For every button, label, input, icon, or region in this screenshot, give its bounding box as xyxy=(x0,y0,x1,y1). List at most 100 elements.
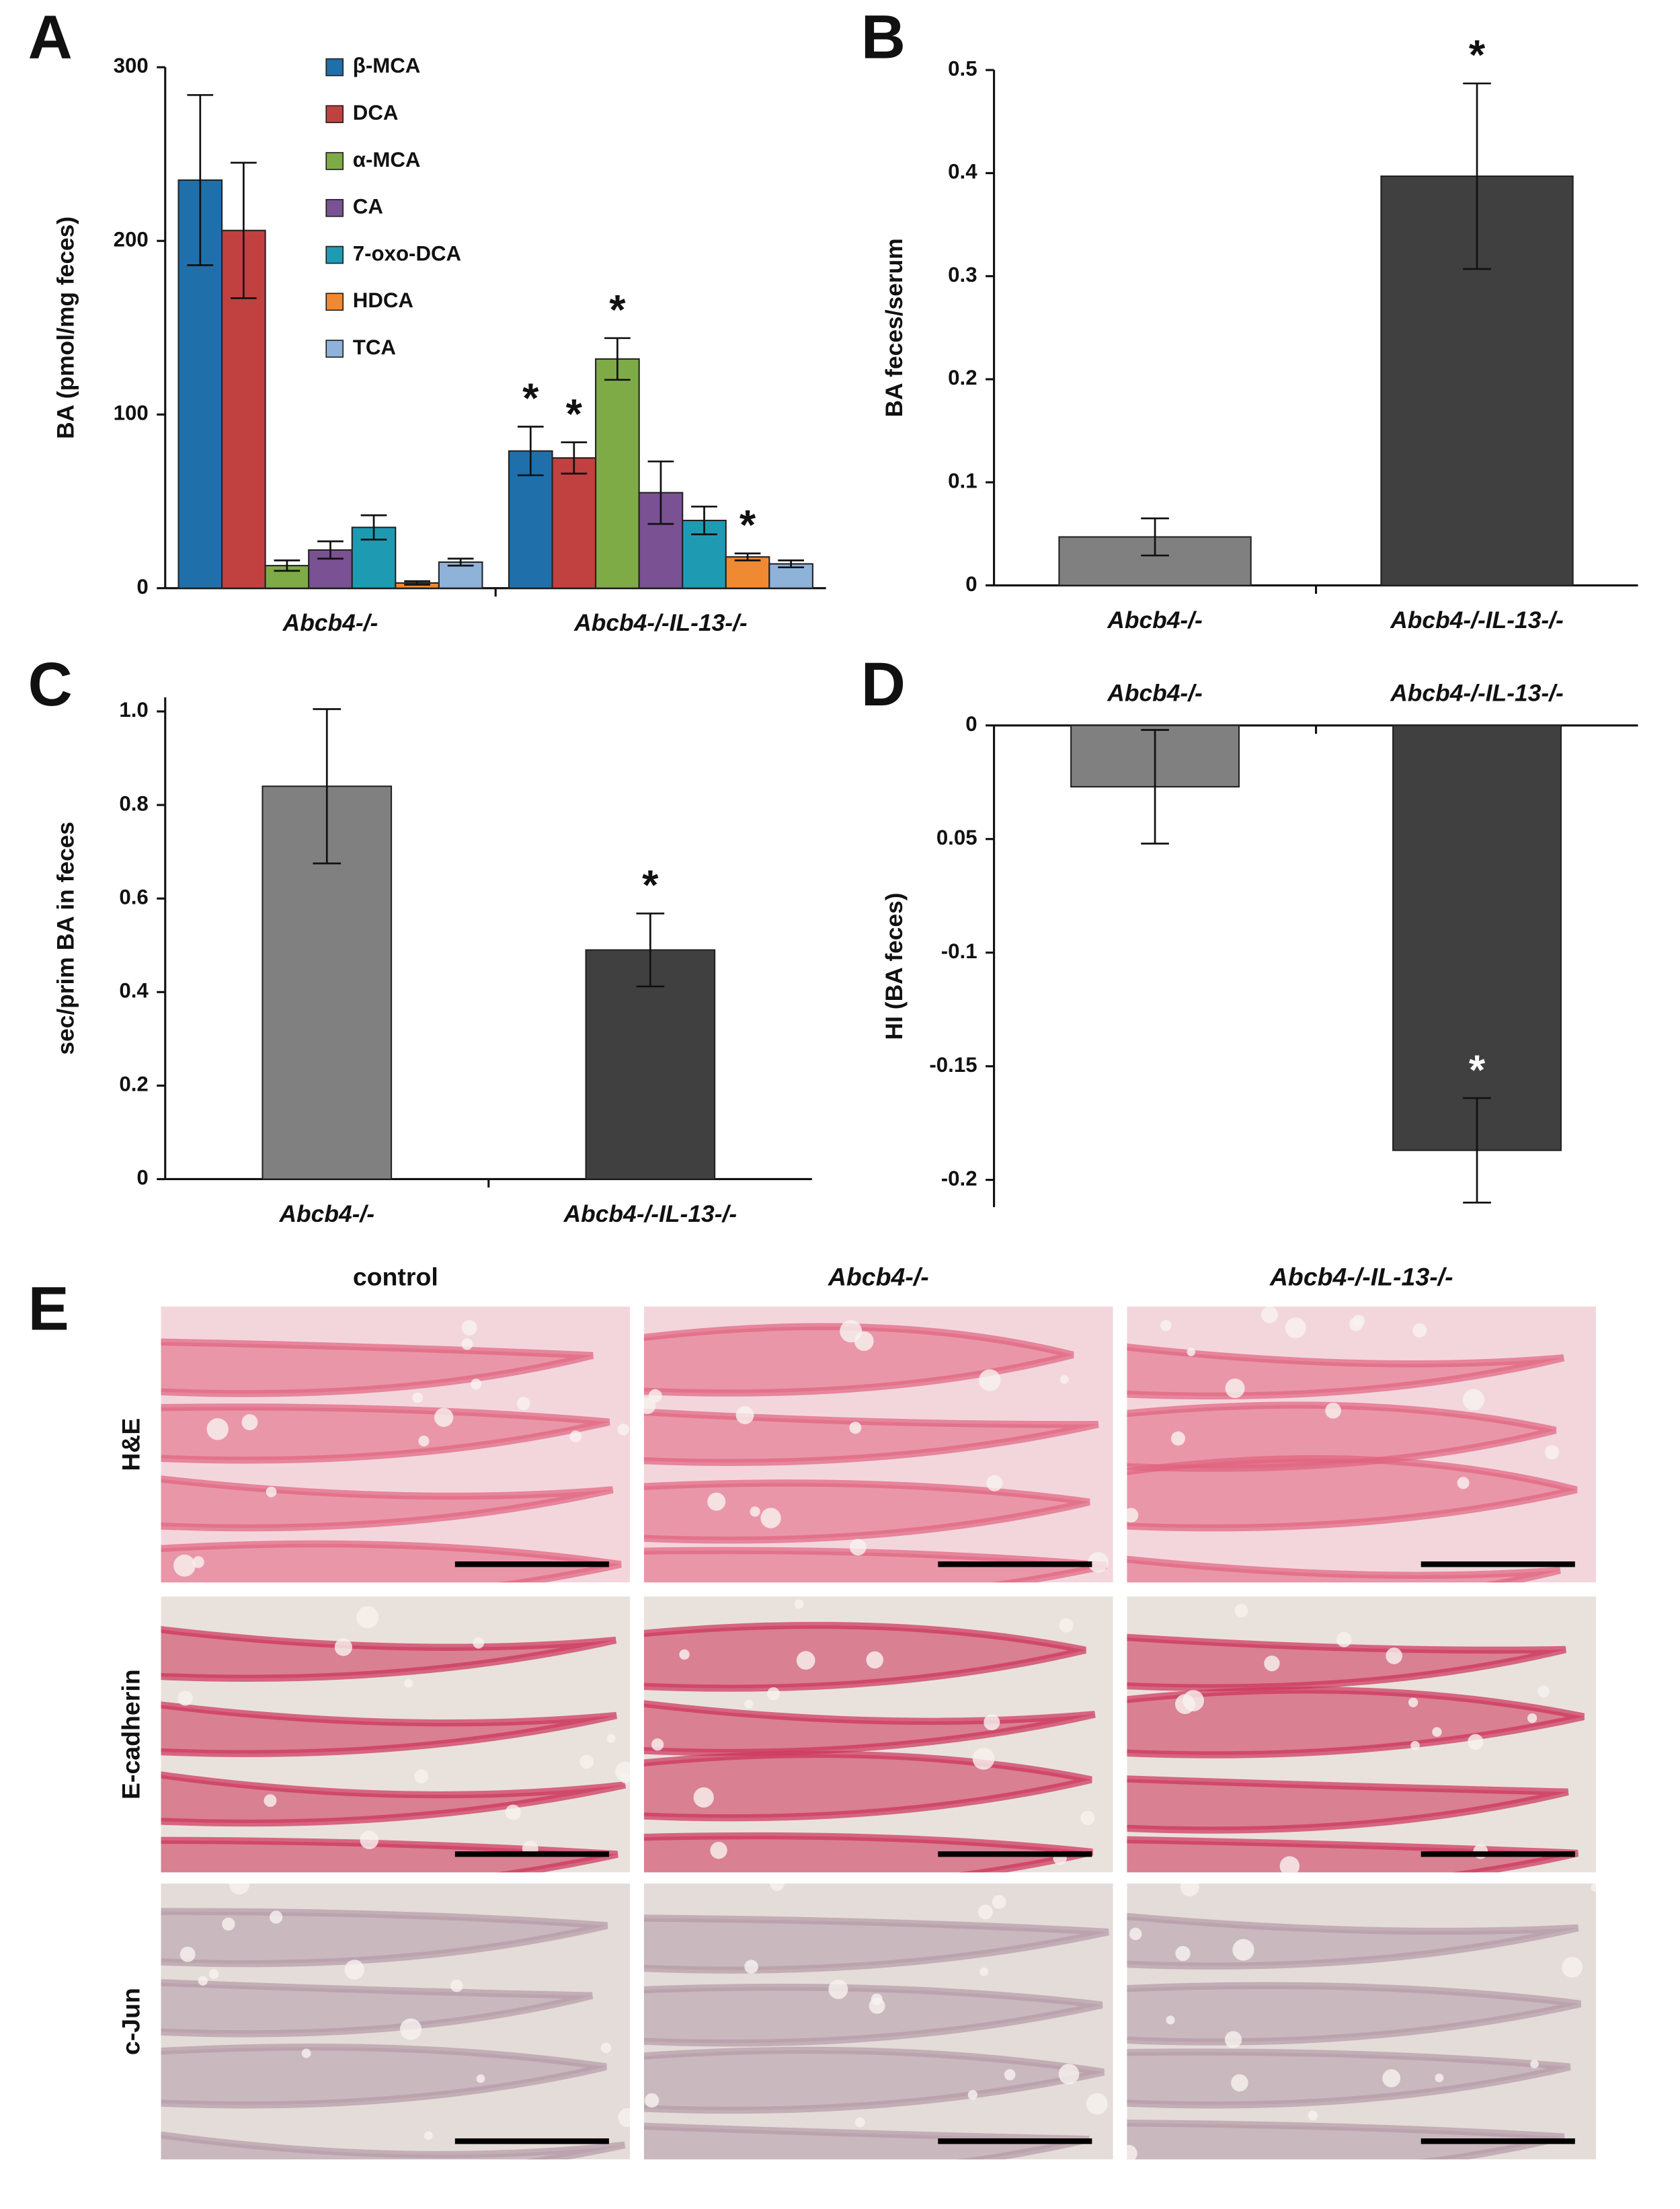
goblet-cell xyxy=(750,1506,760,1517)
x-tick-label: Abcb4-/- xyxy=(278,1200,374,1227)
goblet-cell xyxy=(266,1486,277,1498)
goblet-cell xyxy=(1432,1727,1442,1737)
legend-label: 7-oxo-DCA xyxy=(353,241,461,265)
goblet-cell xyxy=(1386,1648,1403,1664)
y-axis-label: BA (pmol/mg feces) xyxy=(52,217,79,439)
column-header: Abcb4-/-IL-13-/- xyxy=(1269,1262,1453,1290)
panel-label: A xyxy=(28,3,73,72)
villus xyxy=(643,2046,1105,2114)
goblet-cell xyxy=(600,2042,612,2054)
goblet-cell xyxy=(967,2090,978,2100)
row-header: E-cadherin xyxy=(117,1669,145,1799)
goblet-cell xyxy=(476,2074,485,2083)
goblet-cell xyxy=(760,1508,781,1528)
goblet-cell xyxy=(450,1979,463,1992)
goblet-cell xyxy=(412,1392,423,1403)
y-tick-label: 0.4 xyxy=(119,979,149,1003)
y-tick-label: 0 xyxy=(136,575,148,598)
legend-label: DCA xyxy=(353,101,399,124)
panel-label: B xyxy=(861,3,906,72)
goblet-cell xyxy=(270,1910,283,1924)
goblet-cell xyxy=(1544,1445,1560,1460)
villus xyxy=(161,1701,618,1757)
goblet-cell xyxy=(977,1904,993,1920)
goblet-cell xyxy=(1080,1810,1095,1825)
x-tick-label: Abcb4-/-IL-13-/- xyxy=(1390,679,1564,706)
goblet-cell xyxy=(579,1754,594,1769)
villus xyxy=(1127,1455,1578,1532)
goblet-cell xyxy=(979,1967,989,1976)
villus xyxy=(161,1540,622,1583)
goblet-cell xyxy=(399,2018,422,2040)
error-bar xyxy=(317,540,344,560)
y-tick-label: 0 xyxy=(136,1166,148,1190)
panel-label: C xyxy=(28,650,73,719)
villus xyxy=(643,1479,1090,1544)
goblet-cell xyxy=(424,2131,433,2140)
error-bar xyxy=(1463,82,1491,270)
tissue xyxy=(161,1596,631,1873)
tissue xyxy=(161,1307,631,1583)
villus xyxy=(643,1832,1094,1873)
y-axis-label: BA feces/serum xyxy=(881,238,908,417)
goblet-cell xyxy=(241,1414,258,1430)
error-bar xyxy=(360,514,387,541)
significance-label: * xyxy=(522,375,539,422)
error-bar xyxy=(778,559,804,569)
goblet-cell xyxy=(744,1699,754,1709)
goblet-cell xyxy=(651,1738,664,1751)
villus xyxy=(1127,1982,1582,2046)
villus xyxy=(1127,1836,1579,1873)
goblet-cell xyxy=(414,1769,428,1784)
y-tick-label: -0.2 xyxy=(941,1167,977,1190)
error-bar xyxy=(604,337,631,381)
goblet-cell xyxy=(1308,2110,1318,2121)
goblet-cell xyxy=(516,1397,530,1411)
legend-label: α-MCA xyxy=(353,148,421,171)
goblet-cell xyxy=(356,1606,379,1629)
goblet-cell xyxy=(1170,1431,1186,1446)
goblet-cell xyxy=(617,1424,629,1436)
goblet-cell xyxy=(644,2093,659,2108)
goblet-cell xyxy=(404,1678,413,1688)
goblet-cell xyxy=(1232,1939,1254,1961)
goblet-cell xyxy=(301,2048,311,2058)
goblet-cell xyxy=(208,1969,219,1979)
y-tick-label: 0 xyxy=(965,712,977,736)
significance-label: * xyxy=(609,286,626,334)
goblet-cell xyxy=(344,1960,365,1980)
micrograph xyxy=(643,1883,1113,2160)
error-bar xyxy=(404,580,430,586)
tissue xyxy=(643,1307,1113,1583)
villus xyxy=(1127,1687,1585,1758)
y-tick-label: 0.6 xyxy=(119,885,148,908)
legend-label: HDCA xyxy=(353,288,413,312)
x-tick-label: Abcb4-/- xyxy=(1107,607,1203,633)
goblet-cell xyxy=(1325,1402,1341,1419)
y-tick-label: 0.3 xyxy=(948,263,977,286)
villus xyxy=(643,1547,1107,1583)
goblet-cell xyxy=(505,1804,521,1820)
goblet-cell xyxy=(707,1492,726,1511)
row-header: c-Jun xyxy=(117,1988,145,2055)
goblet-cell xyxy=(679,1649,690,1660)
x-tick-label: Abcb4-/-IL-13-/- xyxy=(1390,607,1564,633)
micrograph xyxy=(643,1307,1113,1583)
goblet-cell xyxy=(1261,1307,1279,1323)
villus xyxy=(161,1403,610,1464)
goblet-cell xyxy=(1412,1323,1427,1338)
y-axis-label: HI (BA feces) xyxy=(881,892,908,1040)
goblet-cell xyxy=(192,1556,204,1568)
micrograph xyxy=(161,1307,631,1583)
goblet-cell xyxy=(1127,1508,1139,1523)
goblet-cell xyxy=(1004,2068,1016,2081)
goblet-cell xyxy=(1527,1713,1537,1723)
villus xyxy=(1127,2048,1571,2109)
error-bar xyxy=(1463,1097,1491,1204)
tissue xyxy=(1127,1596,1597,1873)
goblet-cell xyxy=(710,1841,727,1859)
villus xyxy=(161,1771,627,1827)
goblet-cell xyxy=(854,2117,865,2128)
goblet-cell xyxy=(854,1331,874,1351)
